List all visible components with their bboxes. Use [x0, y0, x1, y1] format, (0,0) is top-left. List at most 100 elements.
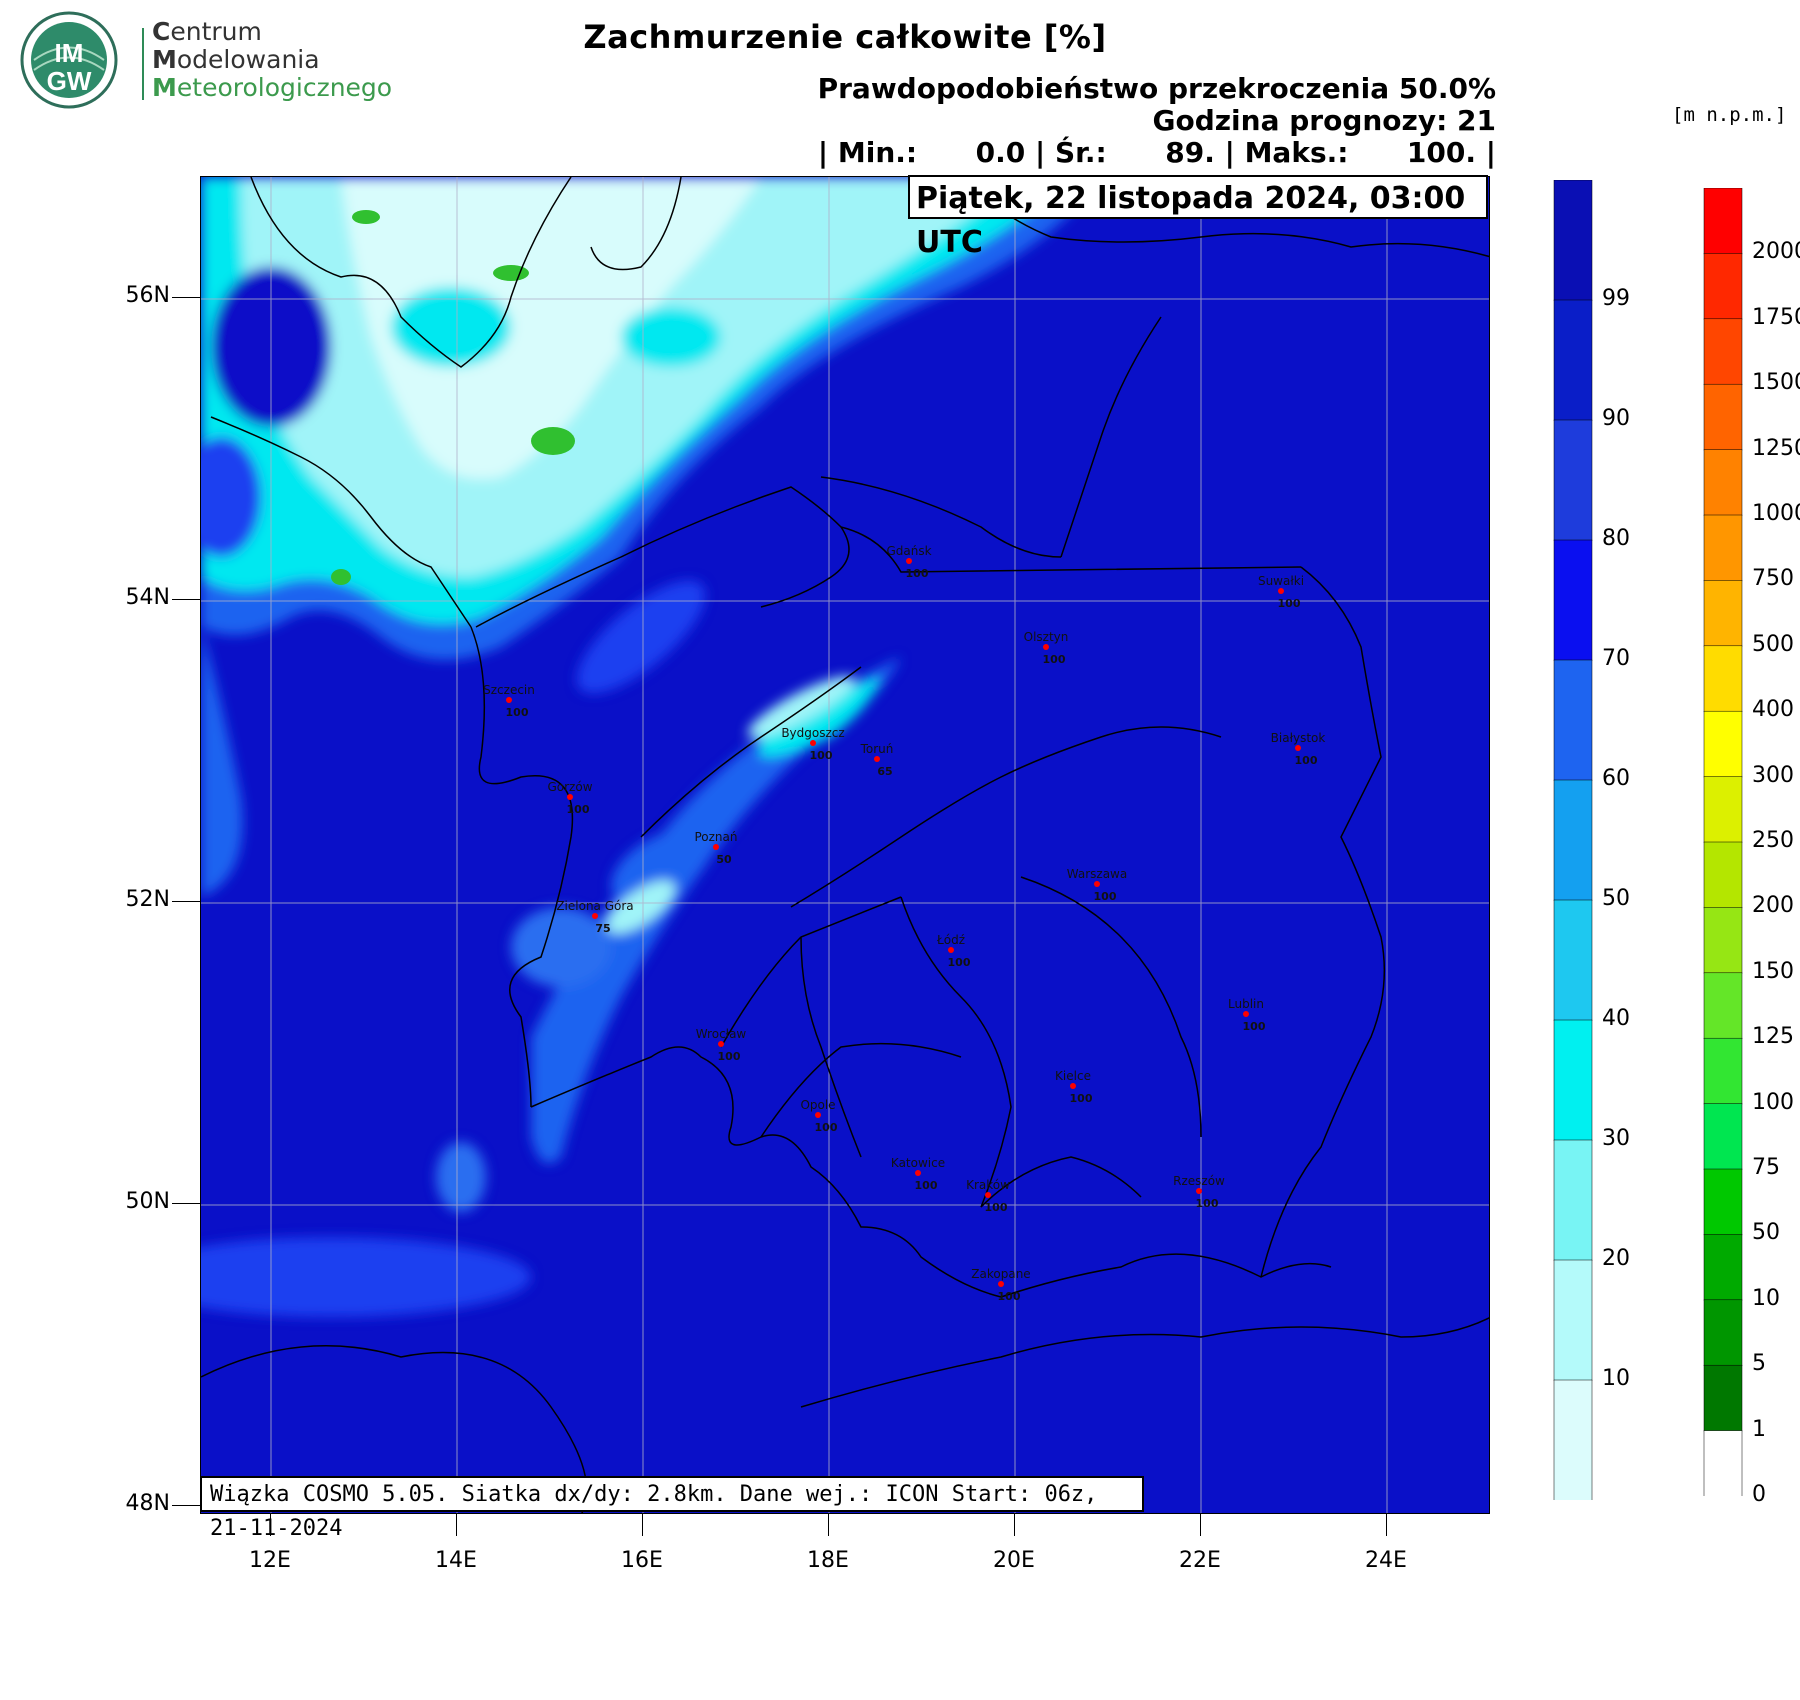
elevation-colorbar-label: 50 — [1752, 1220, 1780, 1246]
city-marker: Kraków 100 — [966, 1178, 1010, 1214]
city-value: 50 — [716, 853, 732, 866]
map-title: Zachmurzenie całkowite [%] — [583, 18, 1107, 56]
city-dot — [915, 1170, 921, 1176]
city-dot — [948, 947, 954, 953]
city-name: Suwałki — [1258, 574, 1304, 588]
elevation-colorbar-segment — [1703, 907, 1743, 974]
elevation-colorbar-label: 1500 — [1752, 370, 1800, 396]
city-marker: Poznań 50 — [694, 830, 737, 866]
cloud-colorbar-label: 60 — [1602, 766, 1630, 791]
city-marker: Suwałki 100 — [1258, 574, 1304, 610]
logo-mark-bottom-text: GW — [47, 66, 92, 96]
elevation-colorbar-segment — [1703, 645, 1743, 712]
city-name: Zielona Góra — [556, 899, 633, 913]
city-marker: Zakopane 100 — [971, 1267, 1030, 1303]
lon-tick — [642, 1514, 643, 1536]
elevation-colorbar-segment — [1703, 1430, 1743, 1496]
city-dot — [810, 740, 816, 746]
lat-tick — [172, 1203, 200, 1204]
cloud-colorbar-label: 90 — [1602, 406, 1630, 431]
city-dot — [1094, 881, 1100, 887]
logo-line2-cap: M — [152, 45, 177, 74]
city-marker: Łódź 100 — [936, 933, 971, 969]
logo-divider — [142, 28, 144, 100]
elevation-colorbar-label: 300 — [1752, 762, 1794, 788]
city-name: Białystok — [1271, 731, 1326, 745]
city-marker: Katowice 100 — [891, 1156, 945, 1192]
probability-line: Prawdopodobieństwo przekroczenia 50.0% — [817, 72, 1496, 105]
logo-line1-rest: entrum — [170, 17, 262, 46]
lat-tick — [172, 297, 200, 298]
city-value: 100 — [567, 803, 590, 816]
city-dot — [1278, 588, 1284, 594]
cloud-patch-south-west — [436, 1142, 486, 1212]
cloud-colorbar-label: 99 — [1602, 286, 1630, 311]
elevation-colorbar-label: 1750 — [1752, 304, 1800, 330]
cloud-colorbar-segment — [1553, 1019, 1593, 1141]
elevation-colorbar-segment — [1703, 972, 1743, 1039]
lat-tick — [172, 599, 200, 600]
city-value: 100 — [1070, 1092, 1093, 1105]
city-value: 100 — [915, 1179, 938, 1192]
city-dot — [567, 794, 573, 800]
logo-line1-cap: C — [152, 17, 171, 46]
cloud-colorbar-segment — [1553, 1379, 1593, 1500]
forecast-date: Piątek, 22 listopada 2024, 03:00 UTC — [908, 175, 1488, 260]
city-markers: Gdańsk 100 Suwałki 100 Olsztyn 100 Szczecin 100… — [483, 544, 1325, 1303]
cloud-patch-zielona — [511, 907, 611, 987]
elevation-colorbar-label: 250 — [1752, 828, 1794, 853]
city-name: Olsztyn — [1024, 630, 1069, 644]
lon-tick — [456, 1514, 457, 1536]
elevation-colorbar-label: 5 — [1752, 1351, 1766, 1377]
lon-label: 20E — [993, 1548, 1035, 1573]
cloud-colorbar-label: 30 — [1602, 1126, 1630, 1151]
elevation-colorbar-label: 1 — [1752, 1416, 1766, 1442]
city-dot — [874, 756, 880, 762]
city-name: Szczecin — [483, 683, 535, 697]
elevation-colorbar-segment — [1703, 449, 1743, 516]
clear-sky-region — [341, 177, 761, 479]
cloud-patch-west-2 — [201, 437, 261, 557]
elevation-colorbar-label: 100 — [1752, 1089, 1794, 1115]
city-dot — [506, 697, 512, 703]
city-dot — [1295, 745, 1301, 751]
green-patches — [331, 210, 575, 585]
elevation-colorbar-segment — [1703, 1103, 1743, 1170]
city-name: Warszawa — [1067, 867, 1127, 881]
city-name: Kraków — [966, 1178, 1010, 1192]
city-dot — [985, 1192, 991, 1198]
logo-line3-cap: M — [152, 73, 177, 102]
city-value: 100 — [718, 1050, 741, 1063]
city-value: 100 — [506, 706, 529, 719]
city-name: Toruń — [860, 742, 894, 756]
city-value: 100 — [906, 567, 929, 580]
elevation-colorbar-segment — [1703, 776, 1743, 843]
elevation-colorbar-label: 10 — [1752, 1285, 1780, 1311]
cloud-colorbar-label: 70 — [1602, 646, 1630, 671]
lat-label: 48N — [125, 1491, 170, 1516]
city-marker: Zielona Góra 75 — [556, 899, 633, 935]
elevation-colorbar-segment — [1703, 514, 1743, 582]
borders-and-coastlines — [201, 177, 1489, 1513]
cloud-colorbar-segment — [1553, 299, 1593, 421]
city-marker: Bydgoszcz 100 — [781, 726, 844, 762]
city-dot — [906, 558, 912, 564]
city-marker: Szczecin 100 — [483, 683, 535, 719]
elevation-colorbar-segment — [1703, 253, 1743, 320]
elevation-colorbar-label: 75 — [1752, 1155, 1780, 1180]
elevation-colorbar-label: 0 — [1752, 1482, 1766, 1507]
city-dot — [592, 913, 598, 919]
logo-line2-rest: odelowania — [176, 45, 320, 74]
elevation-colorbar-label: 2000 — [1752, 239, 1800, 265]
city-marker: Gorzów 100 — [547, 780, 592, 816]
city-value: 100 — [1196, 1197, 1219, 1210]
city-dot — [1196, 1188, 1202, 1194]
elevation-colorbar-segment — [1703, 383, 1743, 451]
elevation-colorbar-label: 1000 — [1752, 501, 1800, 526]
cloud-colorbar-label: 50 — [1602, 886, 1630, 911]
city-name: Zakopane — [971, 1267, 1030, 1281]
lon-label: 16E — [621, 1548, 663, 1573]
city-marker: Gdańsk 100 — [886, 544, 931, 580]
city-name: Poznań — [694, 830, 737, 844]
lat-label: 52N — [125, 887, 170, 912]
